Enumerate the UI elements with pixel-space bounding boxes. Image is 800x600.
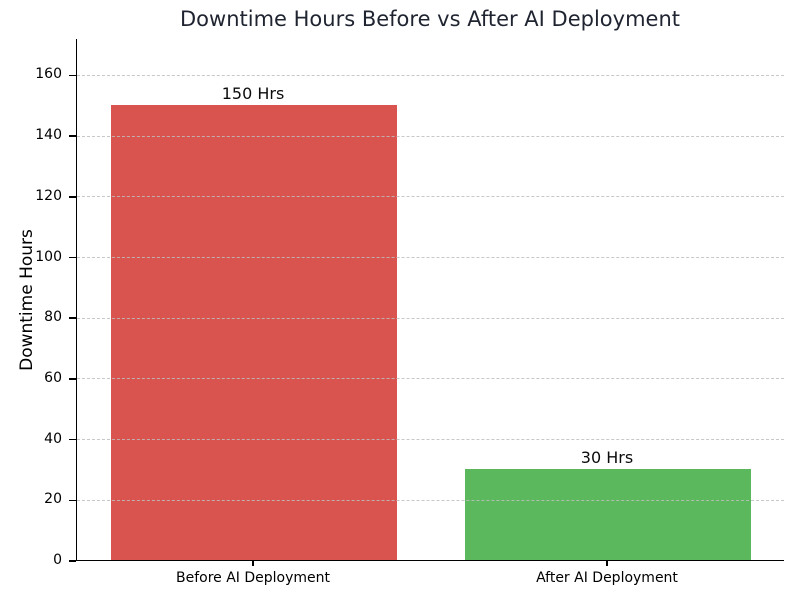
chart-title: Downtime Hours Before vs After AI Deploy…: [180, 7, 680, 31]
y-tick-label-140: 140: [35, 127, 62, 144]
gridline-20: [77, 499, 784, 501]
y-axis-title: Downtime Hours: [17, 229, 37, 371]
gridline-80: [77, 317, 784, 319]
gridlines-layer: [77, 39, 784, 560]
y-tick-mark-100: [69, 256, 76, 259]
x-tick-label-1: Before AI Deployment: [175, 570, 330, 586]
y-tick-mark-140: [69, 135, 76, 137]
x-tick-mark-2: [606, 561, 608, 566]
gridline-40: [77, 439, 784, 440]
y-tick-mark-80: [69, 317, 76, 319]
y-tick-mark-20: [69, 499, 76, 502]
bars-layer: [77, 39, 784, 560]
y-tick-label-20: 20: [44, 491, 62, 508]
bar-1: [111, 104, 397, 560]
gridline-140: [77, 135, 784, 137]
y-tick-mark-40: [69, 438, 76, 441]
gridline-100: [77, 256, 784, 258]
gridline-60: [77, 378, 784, 380]
y-tick-mark-120: [69, 196, 76, 198]
gridline-160: [77, 74, 784, 76]
y-tick-mark-0: [69, 560, 76, 562]
x-tick-mark-1: [252, 561, 254, 566]
bar-2: [465, 468, 751, 560]
y-tick-label-40: 40: [44, 430, 62, 447]
y-tick-label-160: 160: [35, 66, 62, 83]
plot-area: [76, 39, 784, 561]
gridline-120: [77, 196, 784, 198]
y-tick-label-0: 0: [53, 552, 62, 568]
y-tick-mark-60: [69, 378, 76, 380]
y-tick-label-60: 60: [44, 369, 62, 386]
y-tick-label-120: 120: [35, 187, 62, 204]
x-tick-label-2: After AI Deployment: [536, 570, 678, 586]
y-tick-mark-160: [69, 74, 76, 77]
